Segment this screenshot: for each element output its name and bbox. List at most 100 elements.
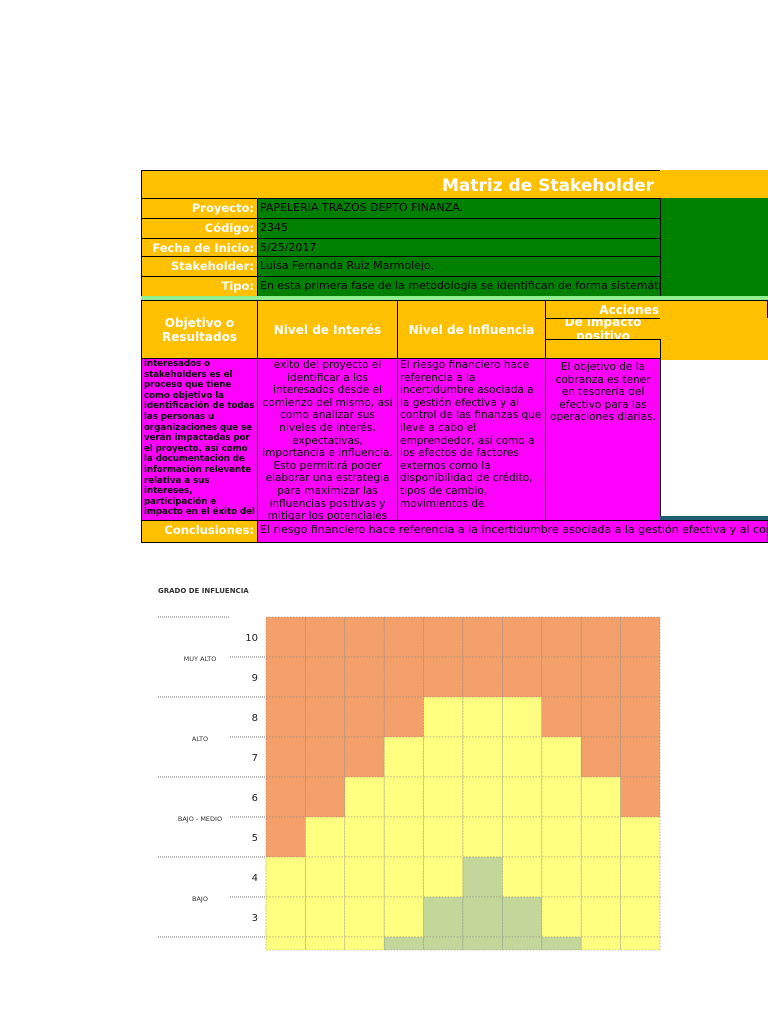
grid-cell (462, 896, 503, 938)
separator (660, 516, 768, 521)
grid-cell (462, 776, 503, 818)
level-label: 8 (252, 713, 258, 724)
grid-cell (580, 776, 621, 818)
grid-cell (580, 696, 621, 738)
header-interest: Nivel de Interés (257, 300, 398, 359)
grid-cell (305, 656, 346, 698)
grid-cell (620, 736, 661, 778)
grid-cell (265, 856, 306, 898)
grid-cell (344, 776, 385, 818)
grid-cell (541, 736, 582, 778)
grid-cell (462, 936, 503, 951)
grid-cell (344, 696, 385, 738)
level-label: 3 (252, 913, 258, 924)
level-label: 10 (245, 633, 258, 644)
grid-cell (502, 616, 543, 658)
grid-cell (423, 656, 464, 698)
grid-cell (305, 816, 346, 858)
group-label: MUY ALTO (184, 655, 217, 663)
grid-cell (383, 656, 424, 698)
band (660, 170, 768, 198)
grid-cell (344, 896, 385, 938)
grid-cell (265, 736, 306, 778)
grid-cell (305, 736, 346, 778)
grid-cell (541, 656, 582, 698)
level-label: 4 (252, 873, 258, 884)
grid-cell (580, 616, 621, 658)
grid-cell (265, 656, 306, 698)
grid-cell (344, 616, 385, 658)
grid-cell (265, 616, 306, 658)
grid-cell (462, 736, 503, 778)
grid-cell (580, 736, 621, 778)
grid-cell (502, 696, 543, 738)
grid-cell (620, 696, 661, 738)
cell-objective: interesados o stakeholders es el proceso… (141, 358, 258, 521)
grid-cell (620, 656, 661, 698)
grid-cell (423, 816, 464, 858)
header-influence: Nivel de Influencia (397, 300, 546, 359)
matrix-title: Matriz de Stakeholder (141, 170, 661, 199)
header-empty (545, 339, 661, 359)
grid-cell (423, 896, 464, 938)
grid-cell (462, 856, 503, 898)
grid-cell (305, 896, 346, 938)
grid-cell (305, 856, 346, 898)
group-label: BAJO (192, 895, 208, 903)
grid-cell (541, 936, 582, 951)
level-label: 7 (252, 753, 258, 764)
grid-cell (502, 656, 543, 698)
field-value: En esta primera fase de la metodología s… (257, 276, 661, 298)
grid-cell (502, 816, 543, 858)
grid-cell (502, 736, 543, 778)
field-value: 2345 (257, 218, 661, 239)
grid-cell (462, 816, 503, 858)
grid-cell (383, 776, 424, 818)
grid-cell (265, 896, 306, 938)
grid-cell (580, 936, 621, 951)
grid-cell (423, 856, 464, 898)
header-objective: Objetivo o Resultados (141, 300, 258, 359)
grid-cell (423, 776, 464, 818)
grid-cell (423, 936, 464, 951)
grid-cell (344, 816, 385, 858)
grid-cell (620, 896, 661, 938)
grid-cell (265, 816, 306, 858)
grid-cell (305, 616, 346, 658)
grid-cell (344, 936, 385, 951)
level-label: 6 (252, 793, 258, 804)
cell-positive: El objetivo de la cobranza es tener en t… (545, 358, 661, 521)
field-label: Tipo: (141, 276, 258, 298)
grid-cell (305, 696, 346, 738)
conclusions-label: Conclusiones: (141, 520, 258, 543)
grid-cell (541, 856, 582, 898)
level-label: 5 (252, 833, 258, 844)
field-label: Código: (141, 218, 258, 239)
grid-cell (423, 736, 464, 778)
separator (141, 296, 768, 300)
header-actions: Acciones (545, 300, 768, 319)
grid-cell (502, 856, 543, 898)
grid-cell (580, 656, 621, 698)
grid-cell (541, 896, 582, 938)
group-label: BAJO - MEDIO (178, 815, 222, 823)
grid-cell (383, 896, 424, 938)
grid-cell (541, 816, 582, 858)
grid-cell (580, 856, 621, 898)
grid-cell (620, 776, 661, 818)
grid-cell (305, 936, 346, 951)
grid-cell (502, 776, 543, 818)
field-value: PAPELERIA TRAZOS DEPTO FINANZA. (257, 198, 661, 219)
band (660, 318, 768, 360)
grid-cell (265, 696, 306, 738)
grid-cell (383, 936, 424, 951)
grid-cell (344, 656, 385, 698)
grid-cell (541, 696, 582, 738)
grid-cell (383, 816, 424, 858)
grid-cell (423, 616, 464, 658)
grid-cell (580, 896, 621, 938)
grid-cell (383, 736, 424, 778)
band (660, 198, 768, 296)
grid-cell (344, 736, 385, 778)
